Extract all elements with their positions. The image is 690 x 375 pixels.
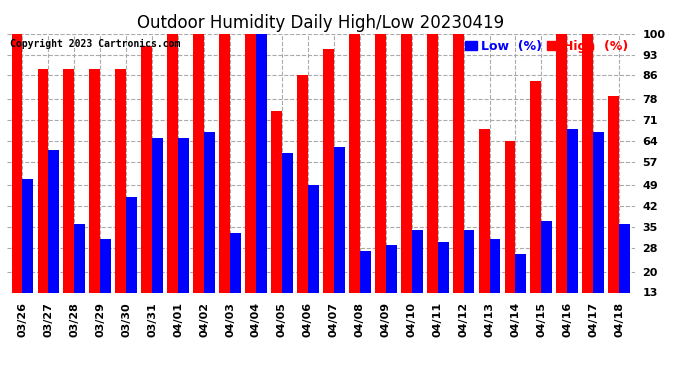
Bar <box>204 132 215 292</box>
Bar <box>219 34 230 292</box>
Bar <box>48 150 59 292</box>
Bar <box>23 180 33 292</box>
Bar <box>453 34 464 292</box>
Bar <box>12 34 23 292</box>
Text: Copyright 2023 Cartronics.com: Copyright 2023 Cartronics.com <box>10 39 180 49</box>
Legend: Low  (%), High  (%): Low (%), High (%) <box>465 40 629 53</box>
Bar <box>556 34 567 292</box>
Bar <box>282 153 293 292</box>
Bar <box>567 129 578 292</box>
Bar <box>334 147 345 292</box>
Bar <box>515 254 526 292</box>
Bar <box>531 81 542 292</box>
Bar <box>297 75 308 292</box>
Bar <box>152 138 163 292</box>
Bar <box>437 242 448 292</box>
Bar <box>489 239 500 292</box>
Bar <box>141 46 152 292</box>
Bar <box>167 34 178 292</box>
Bar <box>256 34 267 292</box>
Bar <box>386 245 397 292</box>
Bar <box>542 221 552 292</box>
Bar <box>308 185 319 292</box>
Bar <box>359 251 371 292</box>
Bar <box>193 34 204 292</box>
Bar <box>245 34 256 292</box>
Bar <box>100 239 111 292</box>
Bar <box>349 34 359 292</box>
Bar <box>126 197 137 292</box>
Bar <box>323 49 334 292</box>
Bar <box>593 132 604 292</box>
Bar <box>504 141 515 292</box>
Bar <box>464 230 475 292</box>
Bar <box>412 230 422 292</box>
Bar <box>426 34 437 292</box>
Bar <box>63 69 75 292</box>
Bar <box>401 34 412 292</box>
Bar <box>271 111 282 292</box>
Bar <box>37 69 48 292</box>
Bar <box>375 34 386 292</box>
Bar <box>609 96 619 292</box>
Bar <box>115 69 126 292</box>
Bar <box>90 69 100 292</box>
Bar <box>619 224 630 292</box>
Bar <box>230 233 241 292</box>
Bar <box>178 138 189 292</box>
Bar <box>75 224 86 292</box>
Bar <box>582 34 593 292</box>
Bar <box>479 129 489 292</box>
Title: Outdoor Humidity Daily High/Low 20230419: Outdoor Humidity Daily High/Low 20230419 <box>137 14 504 32</box>
